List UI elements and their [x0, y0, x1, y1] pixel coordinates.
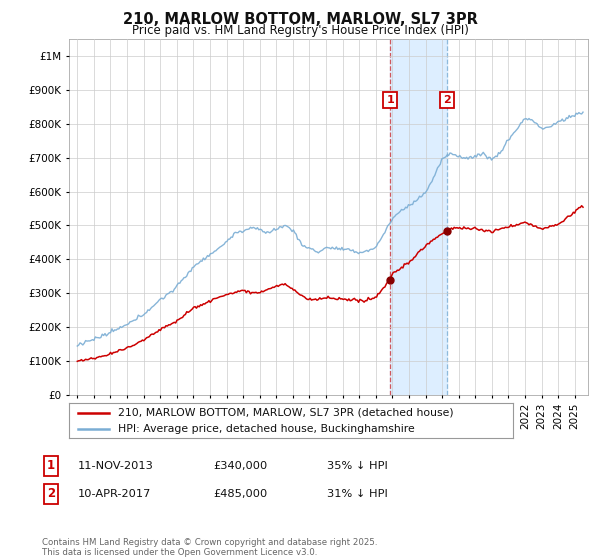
Text: 1: 1 [47, 459, 55, 473]
Text: Contains HM Land Registry data © Crown copyright and database right 2025.
This d: Contains HM Land Registry data © Crown c… [42, 538, 377, 557]
Text: 2: 2 [47, 487, 55, 501]
Text: 35% ↓ HPI: 35% ↓ HPI [327, 461, 388, 471]
Text: 210, MARLOW BOTTOM, MARLOW, SL7 3PR: 210, MARLOW BOTTOM, MARLOW, SL7 3PR [122, 12, 478, 27]
Text: 1: 1 [386, 95, 394, 105]
Text: 10-APR-2017: 10-APR-2017 [78, 489, 151, 499]
Text: HPI: Average price, detached house, Buckinghamshire: HPI: Average price, detached house, Buck… [118, 423, 415, 433]
Text: 2: 2 [443, 95, 451, 105]
Text: 31% ↓ HPI: 31% ↓ HPI [327, 489, 388, 499]
Text: 210, MARLOW BOTTOM, MARLOW, SL7 3PR (detached house): 210, MARLOW BOTTOM, MARLOW, SL7 3PR (det… [118, 408, 454, 418]
Text: £340,000: £340,000 [213, 461, 267, 471]
Text: 11-NOV-2013: 11-NOV-2013 [78, 461, 154, 471]
Text: £485,000: £485,000 [213, 489, 267, 499]
Text: Price paid vs. HM Land Registry's House Price Index (HPI): Price paid vs. HM Land Registry's House … [131, 24, 469, 37]
Bar [390, 39, 446, 395]
